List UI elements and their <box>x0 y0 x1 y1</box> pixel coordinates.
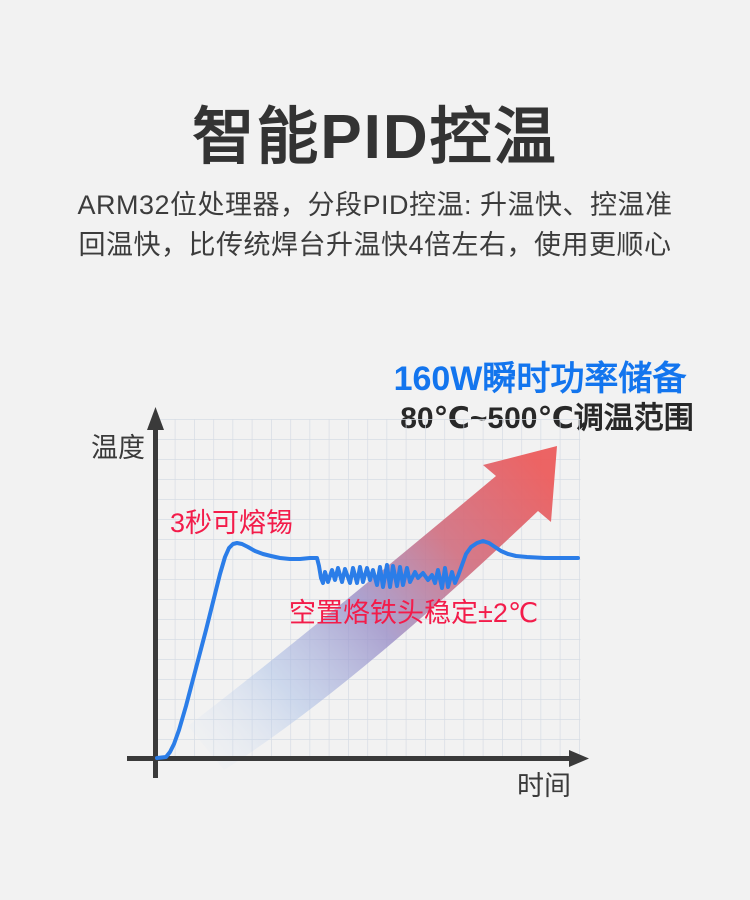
y-axis-label: 温度 <box>91 433 145 463</box>
x-axis-label: 时间 <box>517 771 571 801</box>
y-axis-arrowhead-icon <box>147 407 164 430</box>
subtitle-line-1: ARM32位处理器，分段PID控温: 升温快、控温准 <box>77 190 673 220</box>
annotation-idle-stability: 空置烙铁头稳定±2℃ <box>289 598 539 628</box>
subtitle-line-2: 回温快，比传统焊台升温快4倍左右，使用更顺心 <box>78 230 672 260</box>
power-highlight: 160W瞬时功率储备 <box>393 360 687 398</box>
x-axis-arrowhead-icon <box>569 750 589 767</box>
trend-arrow <box>188 446 557 770</box>
temperature-curve <box>155 539 580 760</box>
page-title: 智能PID控温 <box>192 103 558 172</box>
annotation-melt-time: 3秒可熔锡 <box>170 508 294 538</box>
